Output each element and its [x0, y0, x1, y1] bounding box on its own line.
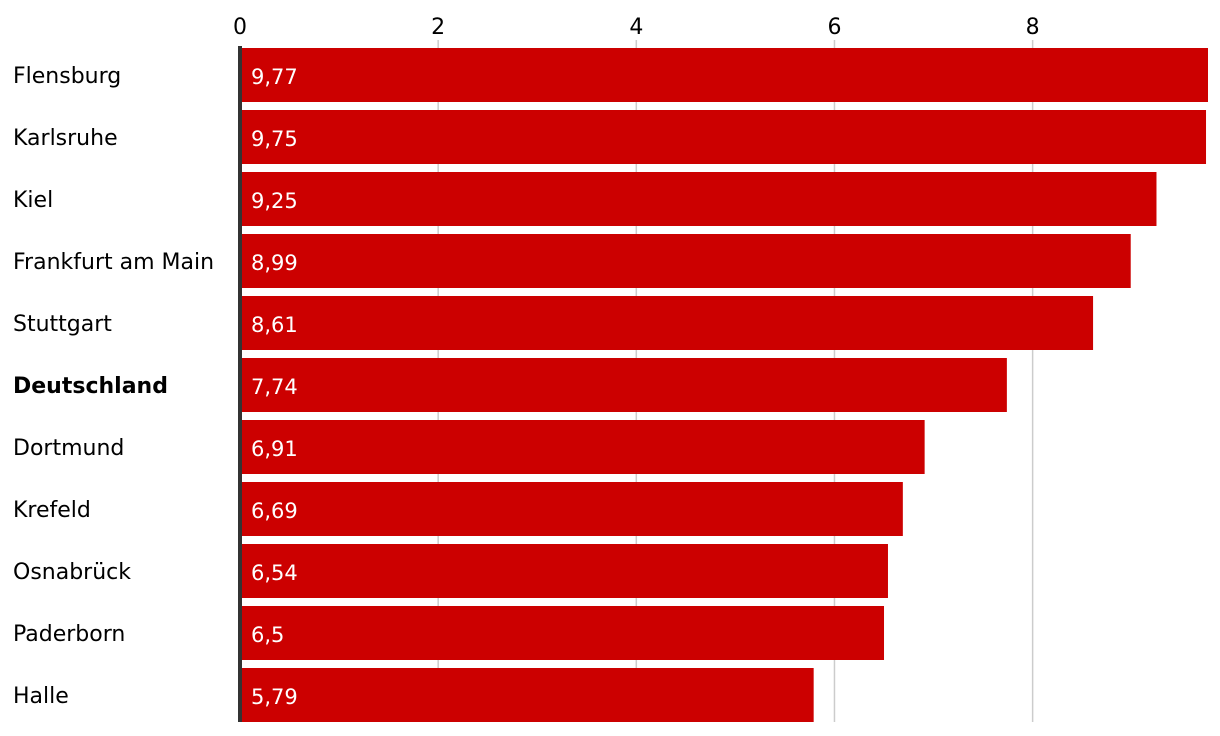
- x-axis-ticks: 0 2 4 6 8: [233, 15, 1040, 40]
- x-tick-label-6: 6: [827, 15, 841, 40]
- value-label-stuttgart: 8,61: [251, 313, 298, 337]
- bar-layer: [240, 48, 1208, 722]
- bar-krefeld: [240, 482, 903, 536]
- value-label-osnabr-ck: 6,54: [251, 561, 298, 585]
- value-label-deutschland: 7,74: [251, 375, 298, 399]
- x-tick-label-2: 2: [431, 15, 445, 40]
- category-label-flensburg: Flensburg: [13, 64, 121, 89]
- bar-stuttgart: [240, 296, 1094, 350]
- value-labels: 9,77 9,75 9,25 8,99 8,61 7,74 6,91 6,69 6,54 6,5 5…: [251, 65, 298, 709]
- category-label-stuttgart: Stuttgart: [13, 312, 112, 337]
- value-label-krefeld: 6,69: [251, 499, 298, 523]
- value-label-karlsruhe: 9,75: [251, 127, 298, 151]
- bar-paderborn: [240, 606, 885, 660]
- category-label-paderborn: Paderborn: [13, 622, 125, 647]
- bar-osnabr-ck: [240, 544, 888, 598]
- value-label-paderborn: 6,5: [251, 623, 284, 647]
- bar-kiel: [240, 172, 1157, 226]
- bar-karlsruhe: [240, 110, 1207, 164]
- value-label-frankfurt-am-main: 8,99: [251, 251, 298, 275]
- value-label-flensburg: 9,77: [251, 65, 298, 89]
- bar-frankfurt-am-main: [240, 234, 1131, 288]
- category-label-deutschland: Deutschland: [13, 374, 168, 399]
- x-tick-label-0: 0: [233, 15, 247, 40]
- category-label-frankfurt-am-main: Frankfurt am Main: [13, 250, 214, 275]
- category-label-halle: Halle: [13, 684, 69, 709]
- value-label-dortmund: 6,91: [251, 437, 298, 461]
- category-labels: Flensburg Karlsruhe Kiel Frankfurt am Main S…: [13, 64, 214, 709]
- x-tick-label-4: 4: [629, 15, 643, 40]
- bar-halle: [240, 668, 814, 722]
- category-label-osnabr-ck: Osnabrück: [13, 560, 131, 585]
- category-label-karlsruhe: Karlsruhe: [13, 126, 118, 151]
- bar-deutschland: [240, 358, 1007, 412]
- bar-dortmund: [240, 420, 925, 474]
- category-label-dortmund: Dortmund: [13, 436, 124, 461]
- value-label-halle: 5,79: [251, 685, 298, 709]
- value-label-kiel: 9,25: [251, 189, 298, 213]
- category-label-krefeld: Krefeld: [13, 498, 91, 523]
- x-tick-label-8: 8: [1026, 15, 1040, 40]
- bar-flensburg: [240, 48, 1208, 102]
- category-label-kiel: Kiel: [13, 188, 53, 213]
